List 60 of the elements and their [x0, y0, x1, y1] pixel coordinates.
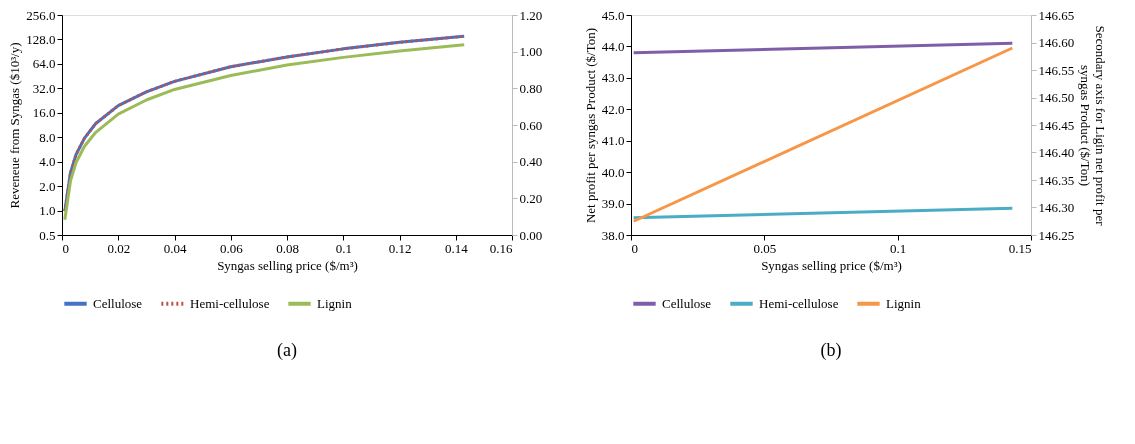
y2-tick-label: 146.30 [1038, 200, 1075, 215]
y-tick-label: 0.5 [39, 227, 56, 243]
y-axis-title: Reveneue from Syngas ($10³/y) [7, 42, 23, 209]
y-tick-label: 4.0 [39, 154, 56, 170]
y2-tick-label: 1.00 [519, 44, 543, 60]
y-tick-label: 2.0 [39, 178, 56, 194]
y-axis-title: Net profit per syngas Product ($/Ton) [582, 27, 598, 224]
x-tick-label: 0.16 [489, 240, 513, 256]
y2-tick-label: 146.35 [1038, 172, 1075, 188]
x-tick-label: 0.14 [444, 240, 469, 256]
y-tick-label: 256.0 [26, 7, 56, 23]
x-tick-label: 0.04 [163, 240, 187, 256]
y2-axis-title: Secondary axis for Ligin net profit per syngas Product ($/Ton) [1078, 25, 1109, 227]
y-tick-label: 41.0 [601, 133, 625, 149]
x-axis-title: Syngas selling price ($/m³) [217, 257, 358, 273]
y2-tick-label: 146.25 [1038, 227, 1075, 243]
y-tick-label: 43.0 [601, 70, 625, 86]
x-tick-label: 0.02 [107, 240, 131, 256]
legend-label: Cellulose [93, 295, 143, 311]
y-tick-label: 128.0 [26, 31, 56, 47]
x-axis-title: Syngas selling price ($/m³) [761, 257, 902, 273]
y2-tick-label: 146.45 [1038, 117, 1075, 133]
legend-label: Hemi-cellulose [190, 295, 270, 311]
x-tick-label: 0.12 [388, 240, 412, 256]
y2-tick-label: 0.00 [519, 227, 543, 243]
y2-tick-label: 146.55 [1038, 62, 1075, 78]
x-tick-label: 0.15 [1008, 240, 1032, 256]
text: (b) [820, 340, 842, 361]
y2-tick-label: 1.20 [519, 7, 543, 23]
y-tick-label: 40.0 [601, 164, 625, 180]
y2-tick-label: 0.20 [519, 190, 543, 206]
y2-tick-label: 0.80 [519, 80, 543, 96]
x-tick-label: 0.06 [219, 240, 244, 256]
y-tick-label: 64.0 [32, 56, 56, 72]
text: (a) [277, 340, 297, 361]
y-tick-label: 16.0 [32, 105, 56, 121]
y-tick-label: 42.0 [601, 101, 625, 117]
x-tick-label: 0.08 [276, 240, 299, 256]
legend-label: Lignin [317, 295, 353, 311]
y2-tick-label: 146.40 [1038, 145, 1075, 160]
x-tick-label: 0.1 [335, 240, 352, 256]
legend-label: Cellulose [662, 295, 712, 311]
x-tick-label: 0.05 [753, 240, 777, 256]
y2-tick-label: 146.65 [1038, 7, 1075, 23]
x-tick-label: 0 [62, 240, 69, 256]
y2-tick-label: 0.60 [519, 117, 543, 133]
y-tick-label: 1.0 [39, 203, 56, 219]
x-tick-label: 0.1 [890, 240, 907, 256]
legend-label: Lignin [886, 295, 922, 311]
y-tick-label: 39.0 [601, 196, 625, 212]
y2-tick-label: 146.60 [1038, 35, 1075, 50]
y-tick-label: 38.0 [601, 227, 625, 243]
y-tick-label: 44.0 [601, 38, 625, 54]
y-tick-label: 8.0 [39, 129, 56, 145]
y2-tick-label: 146.50 [1038, 90, 1075, 105]
legend-label: Hemi-cellulose [759, 295, 839, 311]
y2-tick-label: 0.40 [519, 154, 543, 170]
y-tick-label: 45.0 [601, 7, 625, 23]
x-tick-label: 0 [631, 240, 638, 256]
y-tick-label: 32.0 [32, 80, 56, 96]
